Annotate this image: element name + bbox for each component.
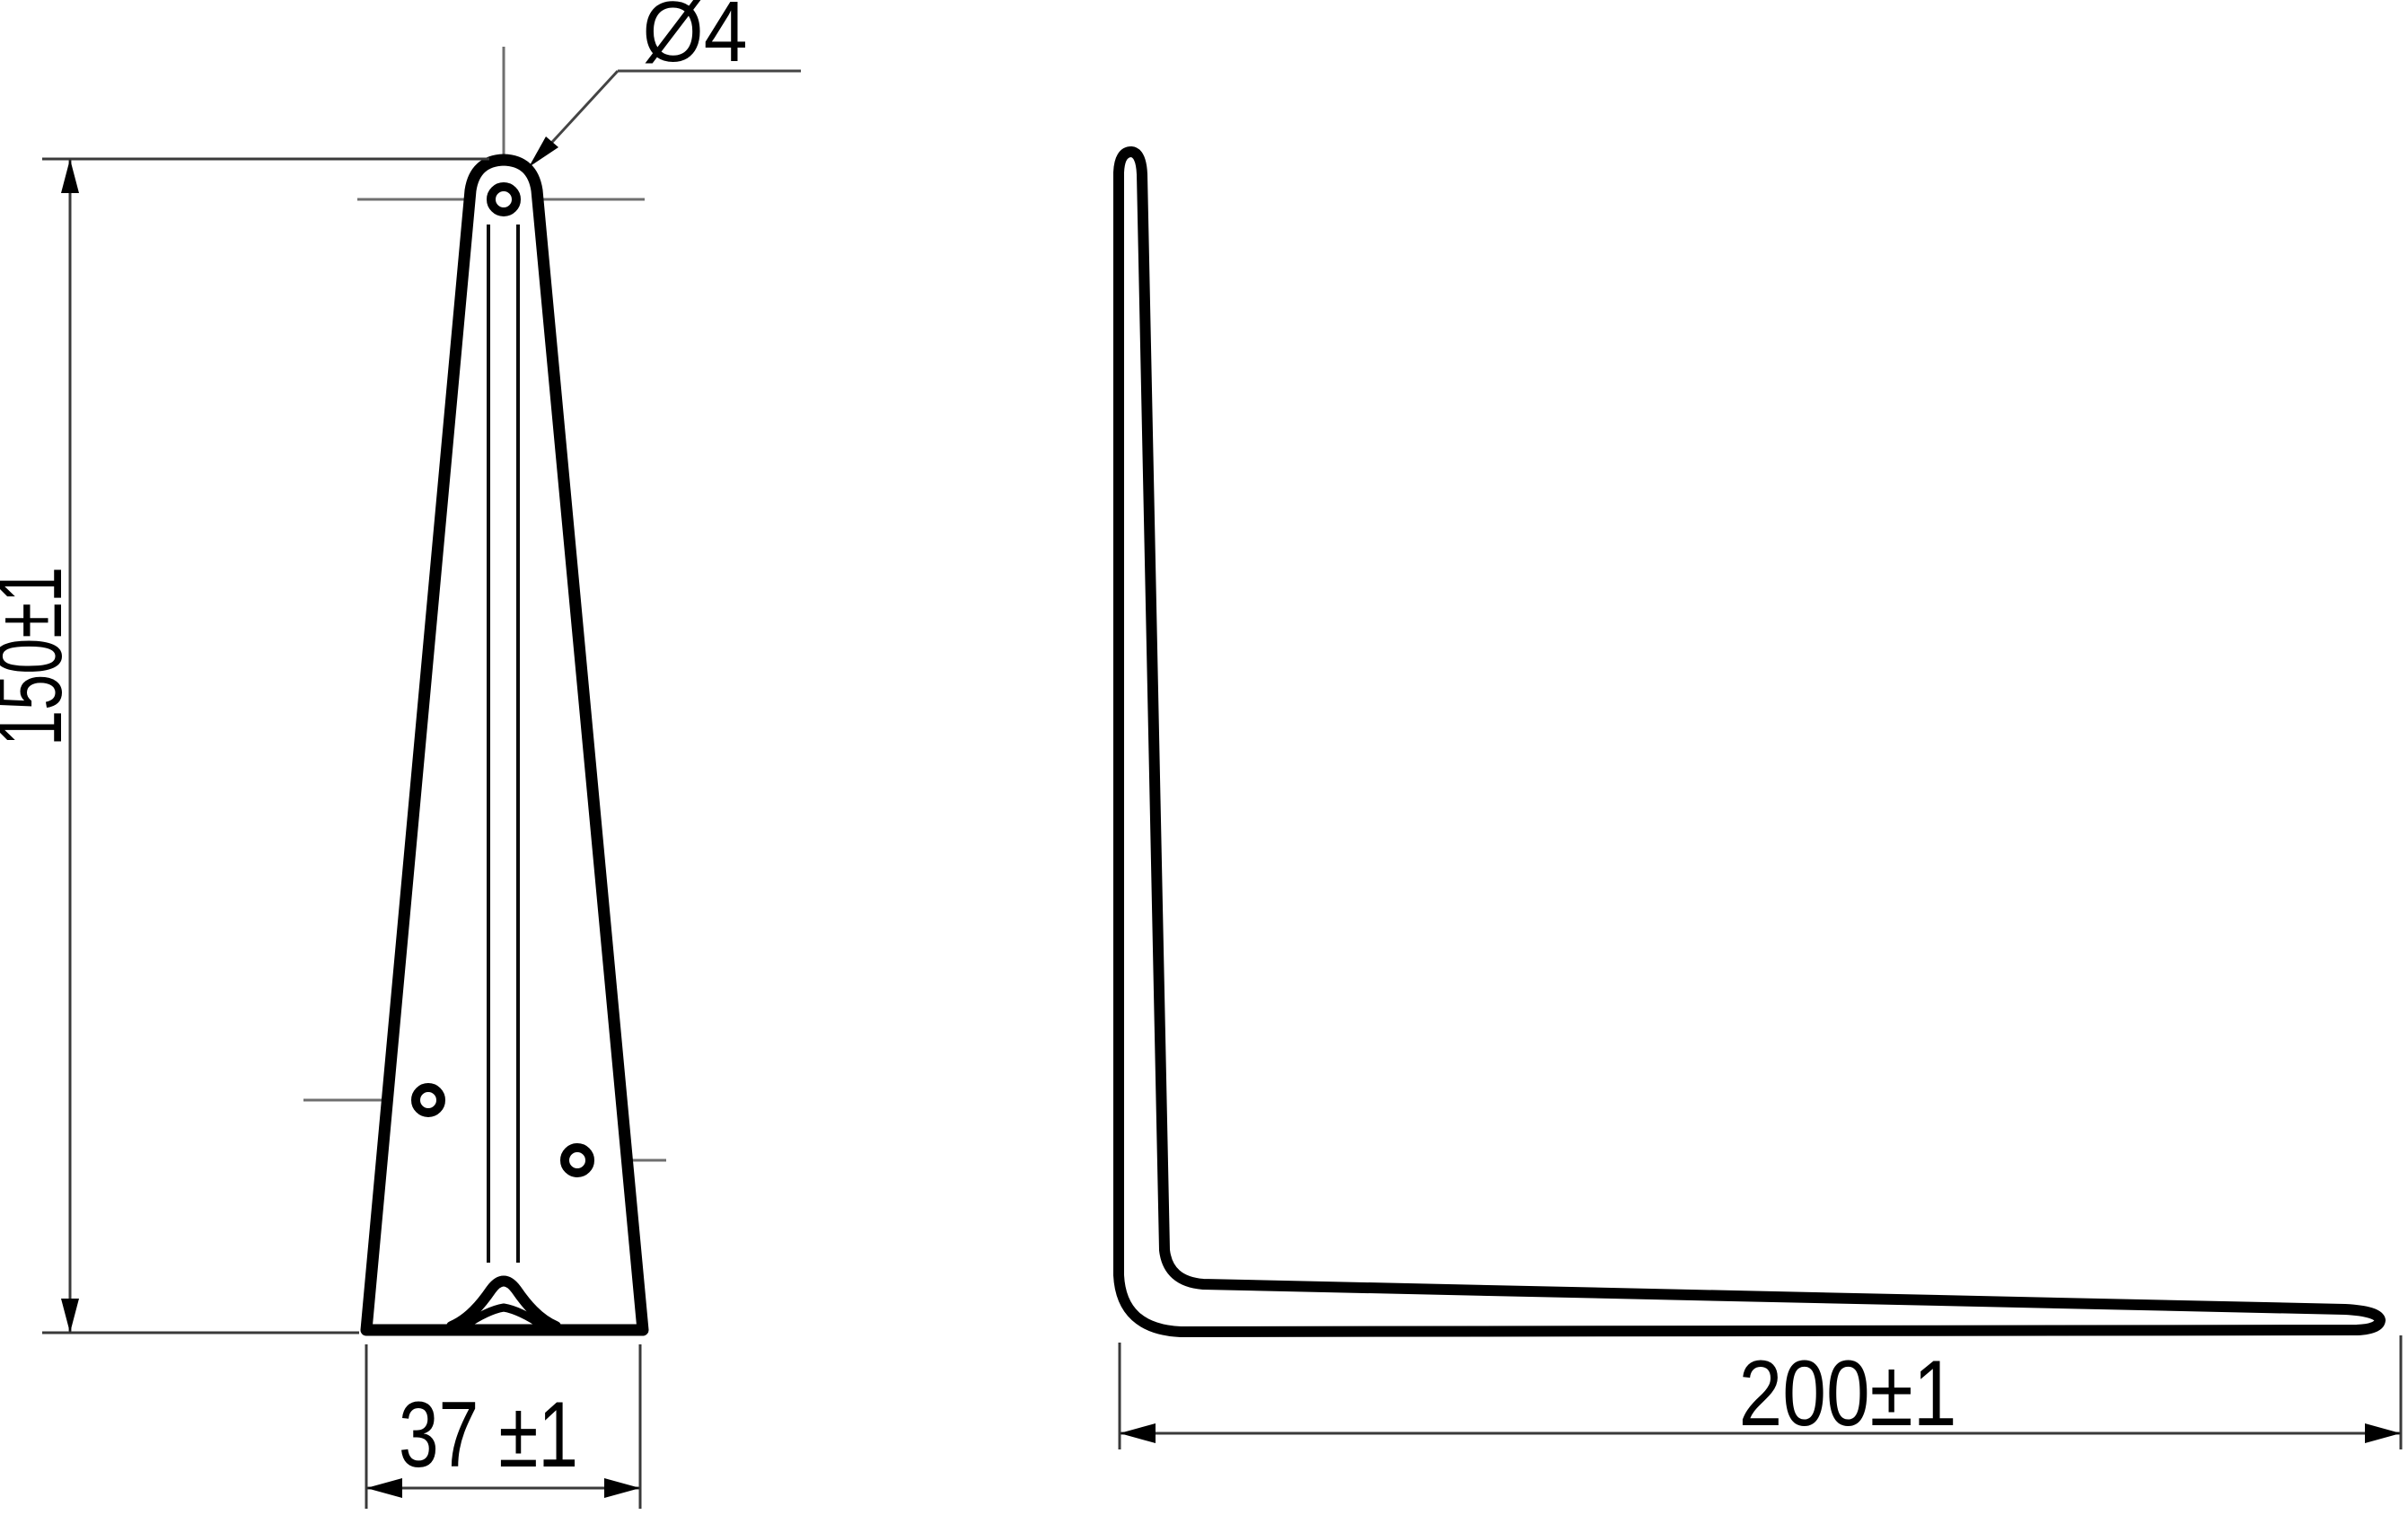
height-dimension-label: 150±1 [0, 567, 82, 746]
height-dimension: 150±1 [0, 157, 489, 1334]
length-arrow-right [2365, 1423, 2401, 1443]
height-dimension-lines [42, 157, 489, 1334]
base-width-dimension-lines [365, 1344, 642, 1509]
side-view-outline [1113, 146, 2386, 1337]
height-arrow-down [61, 1299, 79, 1333]
height-arrow-up [61, 159, 79, 193]
right-hole [560, 1143, 594, 1177]
hole-callout-arrow [529, 137, 558, 167]
length-dimension-label: 200±1 [1739, 1342, 1957, 1446]
rib-lines [487, 225, 520, 1263]
hole-diameter-label: Ø4 [643, 0, 748, 80]
length-arrow-left [1120, 1423, 1156, 1443]
top-hole [487, 182, 521, 216]
dart-inner-line [461, 1303, 547, 1330]
base-width-dimension-label: 37 ±1 [399, 1383, 578, 1487]
side-view [1113, 146, 2386, 1337]
base-width-dimension: 37 ±1 [365, 1344, 642, 1509]
base-width-arrow-left [366, 1478, 402, 1498]
hole-callout-leader [532, 69, 801, 164]
front-view-outline [360, 154, 649, 1336]
front-view [303, 47, 666, 1336]
hole-diameter-callout: Ø4 [529, 0, 801, 167]
left-hole [411, 1083, 445, 1117]
dart-outer-line [446, 1275, 561, 1332]
length-dimension-lines [1118, 1335, 2403, 1449]
length-dimension: 200±1 [1118, 1335, 2403, 1449]
base-width-arrow-right [604, 1478, 640, 1498]
